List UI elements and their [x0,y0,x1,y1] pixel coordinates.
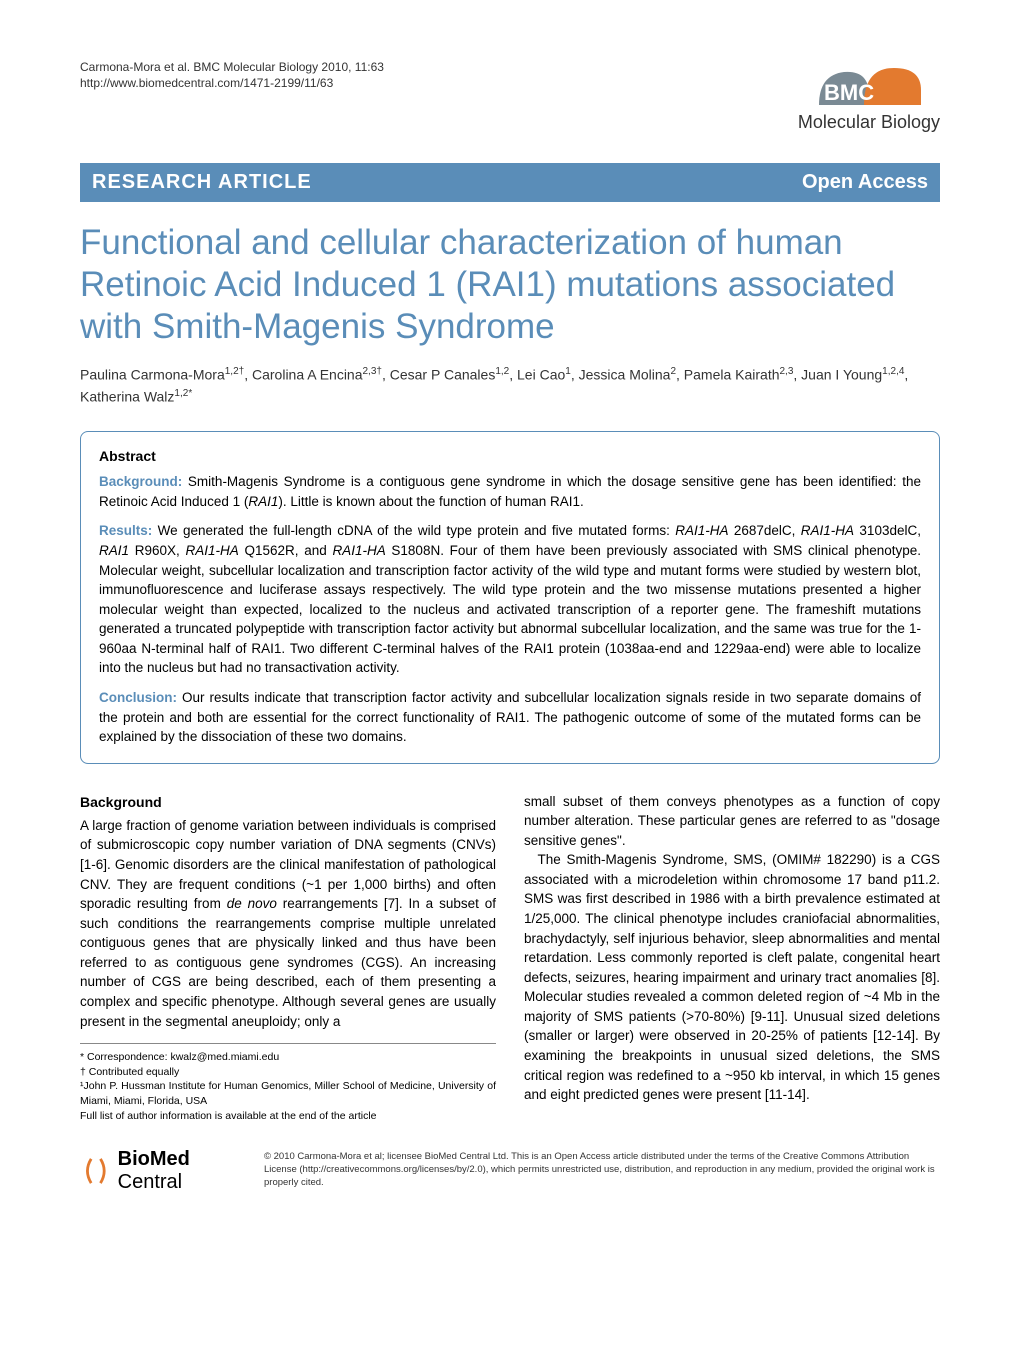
abstract-results: Results: We generated the full-length cD… [99,521,921,678]
article-title: Functional and cellular characterization… [80,222,940,348]
page-container: Carmona-Mora et al. BMC Molecular Biolog… [0,0,1020,1234]
url-line: http://www.biomedcentral.com/1471-2199/1… [80,76,798,90]
header-row: Carmona-Mora et al. BMC Molecular Biolog… [80,60,940,133]
column-left: Background A large fraction of genome va… [80,792,496,1124]
body-columns: Background A large fraction of genome va… [80,792,940,1124]
abstract-background-text: Smith-Magenis Syndrome is a contiguous g… [99,474,921,509]
correspondence-note: * Correspondence: kwalz@med.miami.edu [80,1050,496,1065]
abstract-heading: Abstract [99,448,921,464]
background-paragraph-2: small subset of them conveys phenotypes … [524,792,940,851]
bmc-logo-icon: BMC [809,60,929,110]
background-paragraph-3: The Smith-Magenis Syndrome, SMS, (OMIM# … [524,850,940,1104]
license-text: © 2010 Carmona-Mora et al; licensee BioM… [264,1151,940,1189]
abstract-results-label: Results: [99,523,152,538]
journal-logo: BMC Molecular Biology [798,60,940,133]
biomed-central-text: BioMed Central [118,1148,250,1194]
abstract-conclusion: Conclusion: Our results indicate that tr… [99,688,921,747]
open-access-label: Open Access [802,171,940,194]
background-paragraph-1: A large fraction of genome variation bet… [80,816,496,1031]
footnotes: * Correspondence: kwalz@med.miami.edu † … [80,1043,496,1123]
parenthesis-icon [80,1154,112,1188]
contributed-note: † Contributed equally [80,1065,496,1080]
abstract-conclusion-label: Conclusion: [99,690,177,705]
svg-text:BMC: BMC [824,80,874,105]
footer: BioMed Central © 2010 Carmona-Mora et al… [80,1148,940,1194]
abstract-box: Abstract Background: Smith-Magenis Syndr… [80,431,940,763]
column-right: small subset of them conveys phenotypes … [524,792,940,1124]
citation-line: Carmona-Mora et al. BMC Molecular Biolog… [80,60,798,74]
abstract-background: Background: Smith-Magenis Syndrome is a … [99,472,921,511]
abstract-conclusion-text: Our results indicate that transcription … [99,690,921,744]
biomed-central-logo: BioMed Central [80,1148,250,1194]
biomed-bold: BioMed [118,1148,190,1170]
biomed-light: Central [118,1171,182,1193]
full-list-note: Full list of author information is avail… [80,1109,496,1124]
article-type-label: RESEARCH ARTICLE [80,171,312,194]
background-heading: Background [80,792,496,812]
journal-name: Molecular Biology [798,112,940,133]
article-type-banner: RESEARCH ARTICLE Open Access [80,163,940,202]
abstract-results-text: We generated the full-length cDNA of the… [99,523,921,675]
header-left: Carmona-Mora et al. BMC Molecular Biolog… [80,60,798,92]
authors-list: Paulina Carmona-Mora1,2†, Carolina A Enc… [80,364,940,407]
abstract-background-label: Background: [99,474,182,489]
affiliation-note: ¹John P. Hussman Institute for Human Gen… [80,1079,496,1108]
